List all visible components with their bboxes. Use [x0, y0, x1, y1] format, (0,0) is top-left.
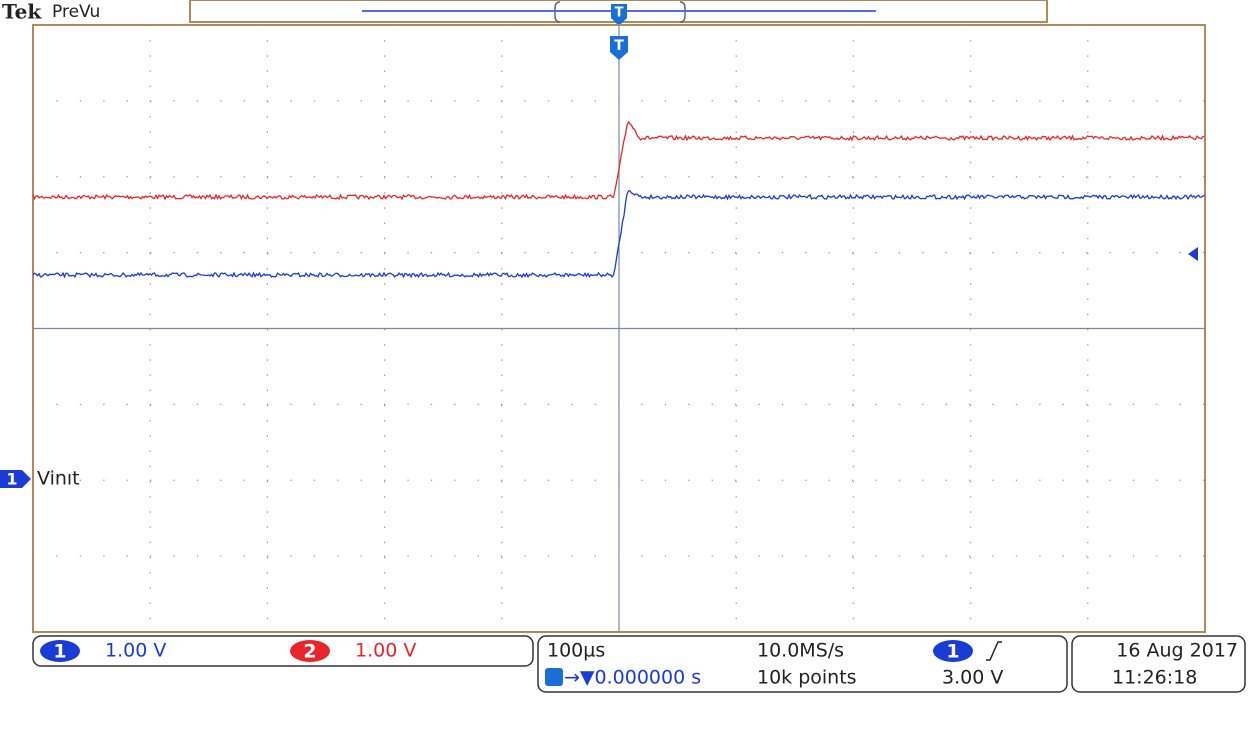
top-trigger-icon: T — [611, 4, 627, 26]
ch1-number: 1 — [53, 641, 66, 663]
channel-number: 1 — [6, 470, 17, 489]
trigger-source-badge — [933, 640, 973, 662]
view-bracket — [554, 1, 686, 23]
ch1-badge — [40, 640, 80, 662]
ch2-scale: 1.00 V — [355, 640, 416, 662]
ch1-trace — [32, 190, 1205, 279]
trigger-pos-icon — [545, 668, 563, 686]
slope-icon — [986, 641, 1002, 661]
vertical-panel — [32, 635, 534, 667]
trigger-level: 3.00 V — [942, 667, 1003, 689]
channel-label: Vinıt — [37, 468, 80, 490]
horizontal-panel — [537, 635, 1068, 693]
time: 11:26:18 — [1112, 667, 1197, 689]
ch1-ground-marker: 1 — [0, 470, 31, 489]
sample-rate: 10.0MS/s — [757, 640, 844, 662]
ch2-number: 2 — [303, 641, 316, 663]
trigger-source: 1 — [946, 641, 959, 663]
datetime-panel — [1071, 635, 1246, 693]
trigger-level-arrow — [1188, 247, 1198, 261]
trigger-label: T — [615, 6, 624, 21]
ch2-trace — [32, 120, 1205, 201]
record-length: 10k points — [757, 667, 857, 689]
timebase: 100µs — [547, 640, 605, 662]
date: 16 Aug 2017 — [1116, 640, 1238, 662]
ch1-scale: 1.00 V — [105, 640, 166, 662]
trigger-position: →▼0.000000 s — [564, 667, 701, 689]
mode: PreVu — [52, 2, 100, 22]
trigger-icon: T — [610, 36, 628, 60]
graticule — [32, 24, 1206, 633]
ch2-badge — [290, 640, 330, 662]
brand: Tek — [2, 0, 42, 24]
trigger-label: T — [614, 38, 624, 54]
